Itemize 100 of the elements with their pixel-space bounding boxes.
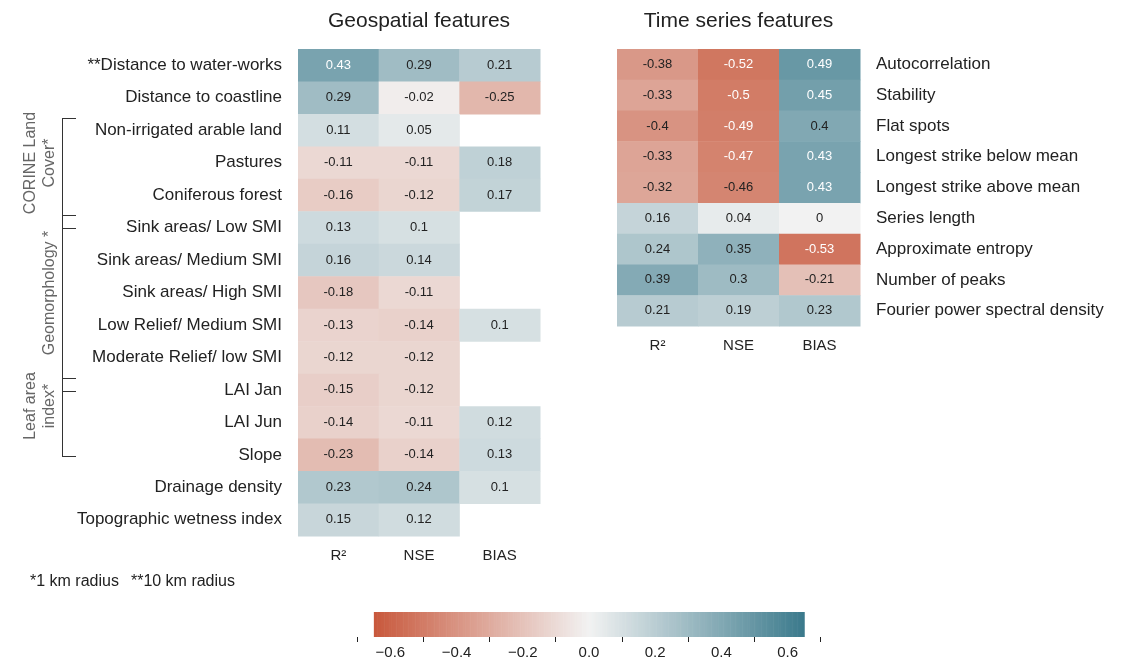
data-label: -0.15 — [323, 381, 354, 397]
data-label: 0.16 — [644, 209, 671, 225]
data-label: 0.11 — [326, 121, 351, 137]
data-label: -0.33 — [642, 148, 673, 164]
x-tick-label: R² — [330, 546, 347, 564]
data-label: -0.23 — [323, 446, 354, 462]
y-tick-label: Distance to coastline — [125, 87, 282, 107]
data-label: -0.11 — [324, 154, 353, 170]
data-label: 0.12 — [487, 413, 513, 429]
y-tick-label: Autocorrelation — [876, 54, 991, 74]
data-label: 0.49 — [806, 55, 833, 71]
text: *1 km radius — [30, 572, 119, 589]
data-label: -0.4 — [646, 117, 669, 133]
data-label: -0.11 — [404, 413, 434, 429]
data-label: 0.4 — [810, 117, 829, 133]
data-label: -0.5 — [727, 86, 750, 102]
data-label: 0.29 — [406, 56, 432, 72]
data-label: 0 — [815, 209, 824, 225]
data-label: 0.1 — [409, 219, 429, 235]
data-label: -0.14 — [404, 446, 434, 462]
data-label: 0.13 — [325, 219, 351, 235]
y-tick-label: Slope — [238, 444, 282, 464]
y-tick-label: Longest strike below mean — [876, 146, 1079, 166]
data-label: 0.35 — [725, 240, 752, 256]
data-label: 0.05 — [406, 121, 432, 137]
text: CORINE Land Cover* — [20, 110, 58, 216]
data-label: -0.13 — [323, 316, 354, 332]
data-label: -0.53 — [804, 240, 835, 256]
data-label: 0.16 — [325, 251, 351, 267]
data-label: -0.21 — [804, 271, 835, 287]
data-label: 0.04 — [725, 209, 752, 225]
data-label: 0.18 — [487, 154, 513, 170]
color-bar-label: −0.4 — [441, 643, 472, 661]
data-label: 0.23 — [806, 302, 833, 318]
data-label: 0.1 — [490, 478, 509, 494]
color-bar-label: 0.6 — [777, 643, 799, 661]
data-label: 0.23 — [325, 478, 351, 494]
data-label: -0.47 — [723, 148, 754, 164]
chart-title: Time series features — [643, 7, 834, 31]
y-tick-label: Stability — [876, 84, 937, 104]
data-label: 0.3 — [729, 271, 748, 287]
x-tick-label: NSE — [723, 336, 754, 354]
color-bar-label: −0.2 — [507, 643, 538, 661]
y-tick-label: Topographic wetness index — [76, 509, 283, 529]
x-tick-label: NSE — [403, 546, 435, 564]
chart-title: Geospatial features — [327, 7, 511, 31]
data-label: -0.38 — [642, 55, 673, 71]
text: **10 km radius — [130, 572, 235, 589]
data-label: 0.12 — [406, 511, 432, 527]
data-label: 0.13 — [487, 446, 513, 462]
data-label: 0.24 — [644, 240, 671, 256]
data-label: -0.12 — [404, 186, 434, 202]
y-tick-label: Sink areas/ Medium SMI — [96, 249, 282, 269]
y-tick-label: Drainage density — [154, 476, 283, 496]
data-label: -0.14 — [323, 413, 354, 429]
y-tick-label: Series length — [876, 207, 976, 227]
data-label: -0.11 — [404, 284, 434, 300]
y-tick-label: Flat spots — [876, 115, 950, 135]
text: Leaf area index* — [20, 371, 58, 442]
data-label: 0.43 — [325, 56, 351, 72]
data-label: -0.11 — [404, 154, 434, 170]
data-label: -0.32 — [642, 179, 673, 195]
text: Geomorphology * — [39, 229, 58, 357]
data-label: -0.12 — [404, 381, 434, 397]
x-tick-label: R² — [649, 336, 666, 354]
data-label: 0.24 — [406, 478, 432, 494]
x-tick-label: BIAS — [802, 336, 837, 354]
data-label: 0.14 — [406, 251, 432, 267]
y-tick-label: **Distance to water-works — [87, 54, 282, 74]
color-bar-label: −0.6 — [375, 643, 406, 661]
data-label: -0.49 — [723, 117, 754, 133]
data-label: 0.29 — [325, 89, 351, 105]
data-label: -0.52 — [723, 55, 754, 71]
y-tick-label: LAI Jan — [224, 379, 282, 399]
data-label: 0.43 — [806, 179, 833, 195]
y-tick-label: Longest strike above mean — [876, 177, 1081, 197]
data-label: 0.1 — [490, 316, 509, 332]
data-label: 0.39 — [644, 271, 671, 287]
data-label: -0.25 — [484, 89, 515, 105]
y-tick-label: Approximate entropy — [876, 238, 1034, 258]
data-label: 0.43 — [806, 148, 833, 164]
data-label: -0.16 — [323, 186, 354, 202]
data-label: -0.33 — [642, 86, 673, 102]
data-label: 0.21 — [487, 56, 513, 72]
y-tick-label: Coniferous forest — [152, 184, 283, 204]
color-bar-label: 0.0 — [578, 643, 600, 661]
y-tick-label: Pastures — [214, 152, 282, 172]
data-label: 0.21 — [644, 302, 671, 318]
y-tick-label: LAI Jun — [224, 412, 282, 432]
y-tick-label: Fourier power spectral density — [876, 300, 1105, 320]
x-tick-label: BIAS — [482, 546, 517, 564]
data-label: -0.46 — [723, 179, 754, 195]
data-label: -0.14 — [404, 316, 434, 332]
data-label: 0.15 — [325, 511, 351, 527]
y-tick-label: Number of peaks — [876, 269, 1006, 289]
data-label: 0.17 — [487, 186, 513, 202]
y-tick-label: Sink areas/ Low SMI — [126, 217, 282, 237]
y-tick-label: Non-irrigated arable land — [94, 119, 282, 139]
y-tick-label: Moderate Relief/ low SMI — [92, 347, 282, 367]
data-label: 0.19 — [725, 302, 752, 318]
